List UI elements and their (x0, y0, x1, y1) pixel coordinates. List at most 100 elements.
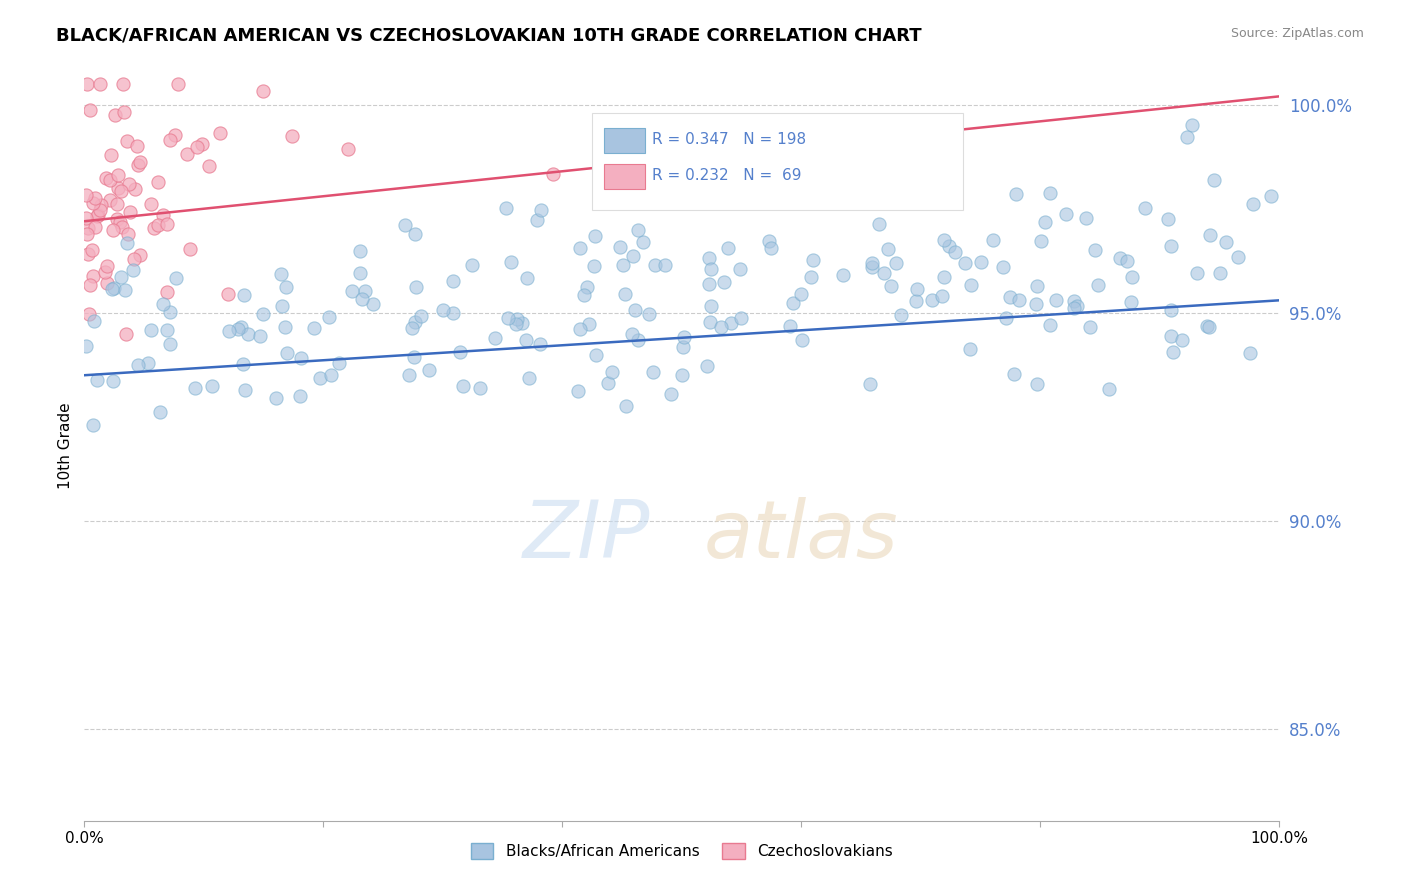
Point (1063, 293, 1085, 308)
Point (143, 220, 166, 235)
Point (112, 77, 135, 91)
Point (1121, 269, 1143, 284)
Point (1045, 293, 1067, 308)
Point (981, 233, 1004, 247)
Point (1005, 186, 1028, 201)
Point (1209, 266, 1232, 280)
Point (1074, 211, 1097, 226)
Point (530, 203, 553, 218)
Point (461, 258, 484, 272)
Point (232, 357, 254, 371)
FancyBboxPatch shape (605, 128, 645, 153)
Point (84, 191, 107, 205)
Point (671, 368, 693, 383)
Point (100, 148, 122, 162)
Point (567, 384, 589, 398)
Point (585, 349, 607, 363)
Point (290, 351, 312, 366)
Point (621, 326, 644, 341)
Point (510, 316, 533, 330)
Point (208, 126, 231, 140)
Point (905, 293, 928, 308)
Point (1181, 119, 1204, 133)
Point (614, 400, 637, 414)
Point (516, 271, 538, 285)
Point (790, 333, 813, 347)
Point (101, 282, 124, 296)
Point (1033, 215, 1056, 229)
Point (122, 263, 145, 277)
Point (229, 319, 252, 334)
Point (569, 322, 592, 336)
Point (110, 270, 132, 285)
Point (76, 77, 98, 91)
Point (696, 359, 718, 373)
Point (128, 248, 150, 262)
Point (232, 287, 254, 301)
Point (75, 188, 97, 202)
Point (728, 261, 751, 276)
Point (176, 146, 198, 161)
Text: BLACK/AFRICAN AMERICAN VS CZECHOSLOVAKIAN 10TH GRADE CORRELATION CHART: BLACK/AFRICAN AMERICAN VS CZECHOSLOVAKIA… (56, 27, 922, 45)
Point (995, 311, 1018, 326)
Point (700, 261, 723, 276)
Point (77, 220, 100, 235)
Point (938, 238, 960, 252)
Point (884, 256, 907, 270)
Point (124, 181, 146, 195)
Point (115, 327, 138, 342)
Point (75, 339, 97, 353)
Point (276, 280, 298, 294)
Text: R = 0.347   N = 198: R = 0.347 N = 198 (652, 132, 806, 147)
Point (1002, 368, 1025, 382)
Point (1260, 189, 1282, 203)
Point (932, 269, 955, 284)
Point (110, 184, 132, 198)
Point (960, 277, 983, 292)
Point (309, 371, 332, 385)
Point (79, 103, 101, 117)
Point (83, 220, 105, 235)
Point (641, 365, 664, 379)
Point (970, 255, 993, 269)
Point (905, 282, 928, 296)
Point (991, 260, 1014, 274)
Point (319, 368, 342, 383)
Point (1097, 382, 1119, 396)
Point (405, 280, 427, 294)
FancyBboxPatch shape (592, 112, 963, 210)
Point (409, 310, 432, 324)
Point (700, 299, 723, 313)
Point (496, 310, 519, 325)
Point (233, 383, 256, 397)
Point (101, 223, 124, 237)
Text: ZIP: ZIP (523, 497, 650, 575)
Point (127, 358, 149, 372)
Point (105, 197, 128, 211)
Point (873, 266, 896, 280)
Point (449, 344, 471, 359)
Point (165, 128, 187, 143)
Point (226, 322, 249, 336)
Point (790, 286, 813, 301)
Point (186, 140, 208, 154)
Point (103, 281, 125, 295)
Point (1078, 319, 1101, 334)
Point (451, 379, 474, 393)
Point (637, 307, 659, 321)
Point (1025, 377, 1047, 392)
Point (831, 268, 853, 283)
FancyBboxPatch shape (605, 163, 645, 189)
Point (139, 324, 162, 338)
Point (418, 362, 440, 376)
Point (336, 142, 359, 156)
Legend: Blacks/African Americans, Czechoslovakians: Blacks/African Americans, Czechoslovakia… (464, 838, 900, 865)
Point (1215, 235, 1237, 250)
Text: Source: ZipAtlas.com: Source: ZipAtlas.com (1230, 27, 1364, 40)
Point (1160, 239, 1182, 253)
Point (1087, 278, 1109, 293)
Point (710, 320, 733, 334)
Point (120, 205, 142, 219)
Point (90, 198, 112, 212)
Point (1039, 186, 1062, 201)
